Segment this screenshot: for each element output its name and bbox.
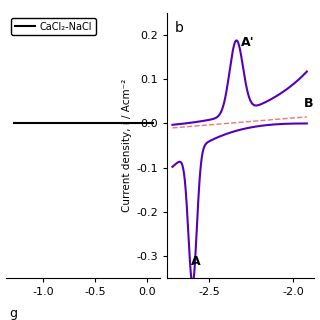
Text: A': A' [241, 36, 255, 49]
Text: B: B [303, 97, 313, 110]
Text: A: A [191, 255, 201, 268]
Text: b: b [175, 21, 184, 35]
Legend: CaCl₂-NaCl: CaCl₂-NaCl [11, 18, 96, 36]
Text: g: g [10, 307, 18, 320]
Y-axis label: Current density, i / Acm⁻²: Current density, i / Acm⁻² [123, 79, 132, 212]
